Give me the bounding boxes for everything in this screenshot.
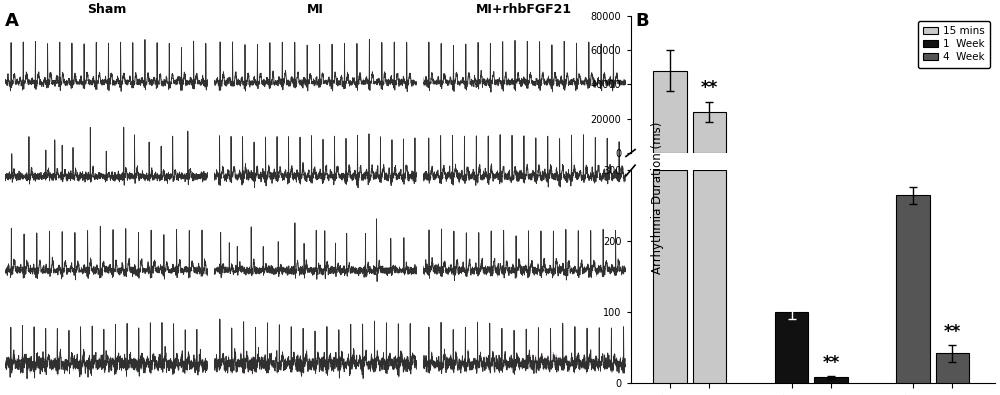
Text: A: A — [5, 12, 19, 30]
Text: Arrhythmia Duration (ms): Arrhythmia Duration (ms) — [652, 121, 664, 274]
Bar — [896, 195, 930, 383]
Text: **: ** — [944, 323, 961, 340]
Bar — [653, 171, 687, 383]
Text: **: ** — [701, 79, 718, 97]
Bar — [693, 171, 726, 383]
Title: Sham: Sham — [87, 3, 126, 16]
Bar — [775, 312, 808, 383]
Title: MI: MI — [307, 3, 324, 16]
Text: B: B — [635, 12, 649, 30]
Bar — [814, 378, 848, 383]
Bar — [936, 354, 969, 383]
Legend: 15 mins, 1  Week, 4  Week: 15 mins, 1 Week, 4 Week — [918, 21, 990, 68]
Text: **: ** — [822, 354, 840, 372]
Bar — [653, 71, 687, 153]
Title: MI+rhbFGF21: MI+rhbFGF21 — [476, 3, 572, 16]
Bar — [693, 112, 726, 153]
